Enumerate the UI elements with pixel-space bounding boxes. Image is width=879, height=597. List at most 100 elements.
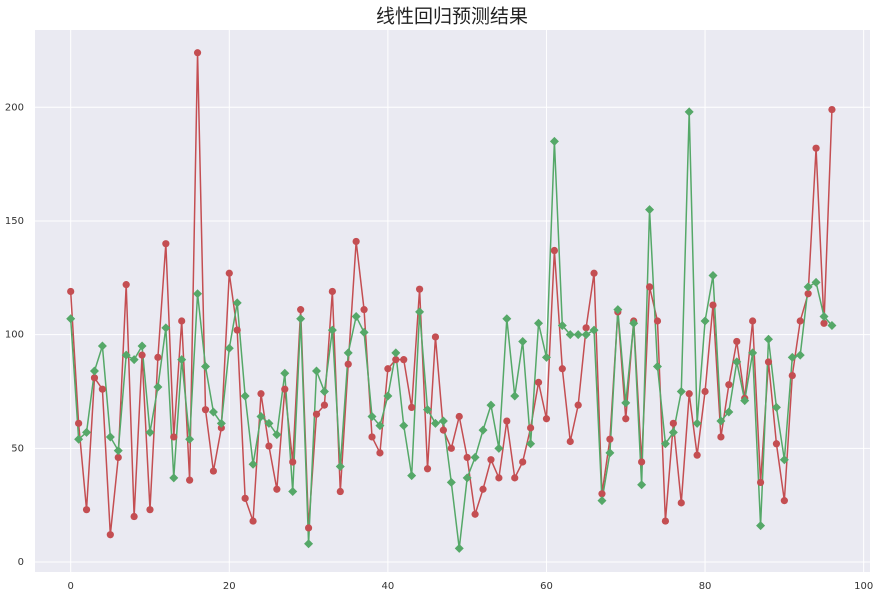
point [129, 355, 139, 365]
point [779, 455, 789, 465]
point [367, 411, 377, 421]
x-tick-label: 100 [854, 581, 873, 592]
point [725, 381, 733, 389]
point [629, 318, 639, 328]
x-tick-label: 0 [67, 581, 73, 592]
point [391, 348, 401, 358]
point [289, 458, 297, 466]
point [684, 107, 694, 117]
point [264, 418, 274, 428]
point [503, 417, 511, 425]
point [527, 424, 535, 432]
point [423, 465, 432, 473]
point [820, 319, 828, 327]
point [645, 205, 655, 215]
x-tick-label: 40 [382, 581, 395, 592]
point [756, 478, 765, 487]
point [256, 411, 266, 421]
point [162, 240, 170, 248]
point [676, 386, 686, 396]
point [701, 387, 709, 396]
point [232, 298, 242, 308]
point [89, 366, 99, 376]
point [788, 371, 796, 380]
point [241, 494, 249, 502]
point [233, 326, 241, 334]
point [803, 282, 813, 292]
point [400, 356, 408, 364]
y-tick-label: 50 [11, 443, 24, 454]
point [811, 277, 821, 287]
point [487, 456, 495, 464]
point [106, 531, 114, 539]
point [186, 476, 194, 484]
point [511, 474, 519, 482]
point [415, 307, 425, 317]
point [208, 407, 218, 417]
point [637, 480, 647, 490]
y-tick-label: 0 [18, 557, 24, 568]
point [724, 407, 734, 417]
point [336, 487, 344, 496]
point [717, 433, 725, 441]
point [518, 336, 528, 346]
point [376, 449, 384, 457]
point [764, 358, 773, 366]
point [550, 246, 558, 255]
point [573, 330, 583, 340]
point [622, 415, 630, 423]
point [114, 453, 122, 462]
point [479, 485, 487, 493]
point [486, 400, 496, 410]
point [669, 419, 677, 427]
point [209, 467, 218, 475]
point [534, 318, 544, 328]
point [375, 421, 385, 431]
point [510, 391, 520, 401]
point [217, 424, 225, 432]
point [200, 361, 210, 371]
point [67, 287, 75, 296]
point [613, 305, 623, 315]
point [280, 368, 290, 378]
point [597, 496, 607, 506]
point [589, 325, 599, 335]
point [360, 306, 368, 314]
y-tick-label: 100 [5, 330, 24, 341]
point [526, 439, 536, 449]
point [519, 458, 527, 466]
point [113, 446, 123, 456]
point [408, 403, 416, 411]
point [463, 453, 471, 462]
point [733, 337, 741, 346]
point [193, 289, 203, 299]
x-tick-label: 20 [223, 581, 236, 592]
point [312, 410, 321, 418]
point [708, 271, 718, 281]
point [756, 521, 766, 531]
point [201, 406, 210, 414]
point [225, 269, 233, 277]
point [471, 510, 479, 518]
point [787, 352, 797, 362]
point [574, 401, 582, 409]
point [549, 136, 559, 146]
point [447, 444, 455, 452]
point [423, 405, 433, 415]
point [598, 490, 606, 498]
point [392, 356, 400, 364]
point [763, 334, 773, 344]
point [169, 473, 179, 483]
point [590, 269, 598, 277]
point [122, 281, 130, 289]
point [415, 285, 424, 293]
point [335, 462, 345, 472]
point [272, 430, 282, 440]
point [542, 415, 551, 423]
point [660, 439, 670, 449]
point [98, 385, 107, 393]
point [248, 459, 258, 469]
point [296, 314, 306, 324]
point [541, 352, 551, 362]
